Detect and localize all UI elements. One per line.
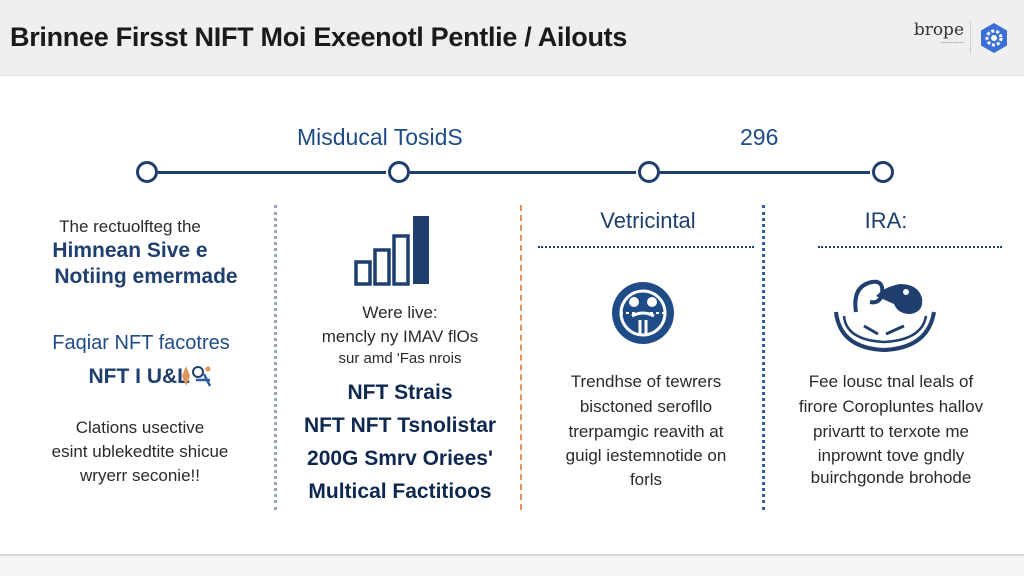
col2-intro-2: mencly ny IMAV flOs — [321, 327, 479, 346]
column-divider — [520, 205, 522, 510]
col4-dotted-rule — [818, 246, 1002, 248]
col1-body-1: Clations usective — [75, 418, 205, 437]
col4-heading: IRA: — [864, 208, 908, 233]
col2-item-2[interactable]: NFT NFT Tsnolistar — [303, 414, 497, 437]
page-title: Brinnee Firsst NIFT Moi Exeenotl Pentlie… — [10, 22, 628, 52]
col1-title: Notiing emermade — [54, 265, 238, 288]
col3-body-5: forls — [629, 470, 663, 489]
col2-intro-3: sur amd 'Fas nrois — [338, 350, 462, 367]
col4-body-4: inprownt tove gndly — [817, 446, 965, 465]
brand: brope ---------- — [906, 20, 964, 47]
timeline-node-4[interactable] — [872, 161, 894, 183]
col4-body-3: privartt to terxote me — [813, 422, 969, 441]
timeline-node-2[interactable] — [388, 161, 410, 183]
col2-item-3[interactable]: 200G Smrv Oriees' — [307, 447, 493, 470]
col3-body-1: Trendhse of tewrers — [570, 372, 722, 391]
timeline-segment — [410, 171, 636, 174]
timeline-segment — [660, 171, 870, 174]
timeline-node-1[interactable] — [136, 161, 158, 183]
col1-tag: NFT I U&L — [88, 365, 190, 388]
col3-body-4: guigl iestemnotide on — [565, 446, 727, 465]
col2-intro-1: Were live: — [362, 303, 438, 322]
col3-dotted-rule — [538, 246, 754, 248]
col1-heading: Faqiar NFT facotres — [52, 332, 230, 354]
timeline-label-right: 296 — [740, 124, 779, 150]
sparkle-icon — [182, 366, 212, 387]
col1-subtitle: Himnean Sive e — [52, 239, 208, 262]
bar-chart-icon — [354, 216, 429, 286]
globe-icon — [612, 282, 674, 344]
brand-name: brope — [913, 20, 964, 40]
col3-body-3: trerpamgic reavith at — [568, 422, 724, 441]
col3-heading: Vetricintal — [600, 208, 696, 233]
footer-bar — [0, 556, 1024, 576]
header-bar: Brinnee Firsst NIFT Moi Exeenotl Pentlie… — [0, 0, 1024, 76]
col4-body-1: Fee lousc tnal leals of — [808, 372, 974, 391]
footer-divider — [0, 554, 1024, 556]
col1-body-3: wryerr seconie!! — [80, 466, 200, 485]
column-divider — [274, 205, 277, 510]
col2-item-4[interactable]: Multical Factitioos — [308, 480, 492, 503]
col3-body-2: bisctoned serofllo — [579, 397, 713, 416]
col4-body-5: buirchgonde brohode — [810, 468, 972, 487]
timeline-label-left: Misducal TosidS — [297, 124, 463, 150]
timeline-node-3[interactable] — [638, 161, 660, 183]
col4-body-2: firore Coropluntes hallov — [798, 397, 984, 416]
column-divider — [762, 205, 765, 510]
timeline-segment — [158, 171, 386, 174]
col1-body-2: esint ublekedtite shicue — [51, 442, 229, 461]
gear-logo-icon — [981, 23, 1007, 53]
brand-divider — [970, 22, 971, 54]
col1-intro: The rectuolfteg the — [59, 217, 201, 236]
col2-item-1[interactable]: NFT Strais — [347, 381, 453, 404]
brand-subtext: ---------- — [940, 40, 964, 47]
hands-icon — [834, 279, 936, 353]
